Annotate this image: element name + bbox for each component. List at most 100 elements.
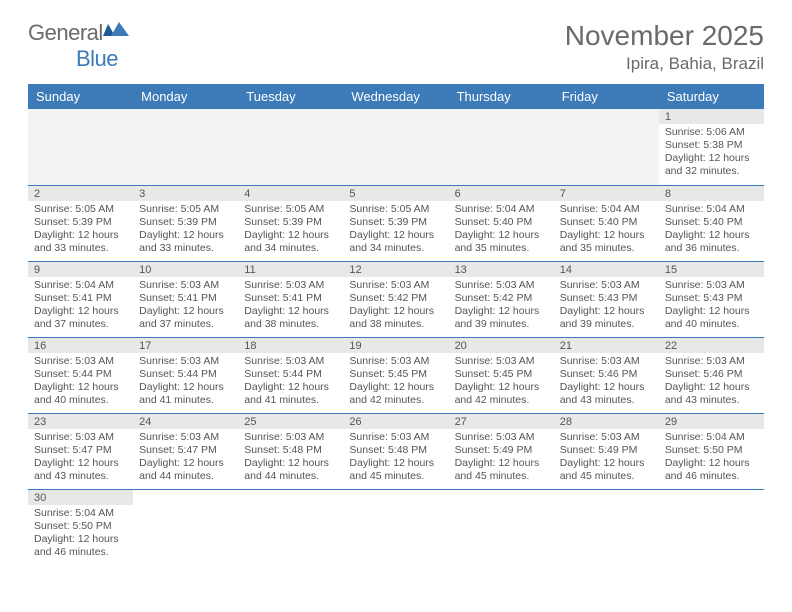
calendar-cell: 9Sunrise: 5:04 AMSunset: 5:41 PMDaylight… <box>28 261 133 337</box>
daylight-text: Daylight: 12 hours and 45 minutes. <box>455 457 548 483</box>
sunrise-text: Sunrise: 5:04 AM <box>665 203 758 216</box>
calendar-cell: 4Sunrise: 5:05 AMSunset: 5:39 PMDaylight… <box>238 185 343 261</box>
day-detail: Sunrise: 5:03 AMSunset: 5:49 PMDaylight:… <box>449 429 554 488</box>
calendar-cell <box>659 489 764 565</box>
calendar-row: 30Sunrise: 5:04 AMSunset: 5:50 PMDayligh… <box>28 489 764 565</box>
sunset-text: Sunset: 5:40 PM <box>560 216 653 229</box>
day-detail: Sunrise: 5:04 AMSunset: 5:41 PMDaylight:… <box>28 277 133 336</box>
day-number: 17 <box>133 338 238 353</box>
sunset-text: Sunset: 5:38 PM <box>665 139 758 152</box>
sunrise-text: Sunrise: 5:04 AM <box>560 203 653 216</box>
calendar-cell: 8Sunrise: 5:04 AMSunset: 5:40 PMDaylight… <box>659 185 764 261</box>
daylight-text: Daylight: 12 hours and 45 minutes. <box>349 457 442 483</box>
logo-word-blue: Blue <box>76 46 118 71</box>
daylight-text: Daylight: 12 hours and 43 minutes. <box>34 457 127 483</box>
calendar-cell: 20Sunrise: 5:03 AMSunset: 5:45 PMDayligh… <box>449 337 554 413</box>
day-detail: Sunrise: 5:05 AMSunset: 5:39 PMDaylight:… <box>133 201 238 260</box>
sunset-text: Sunset: 5:45 PM <box>455 368 548 381</box>
calendar-cell: 29Sunrise: 5:04 AMSunset: 5:50 PMDayligh… <box>659 413 764 489</box>
sunrise-text: Sunrise: 5:03 AM <box>244 355 337 368</box>
sunrise-text: Sunrise: 5:03 AM <box>139 355 232 368</box>
calendar-cell: 11Sunrise: 5:03 AMSunset: 5:41 PMDayligh… <box>238 261 343 337</box>
day-number: 18 <box>238 338 343 353</box>
day-detail: Sunrise: 5:03 AMSunset: 5:42 PMDaylight:… <box>449 277 554 336</box>
calendar-cell <box>554 489 659 565</box>
daylight-text: Daylight: 12 hours and 43 minutes. <box>560 381 653 407</box>
calendar-cell <box>554 109 659 185</box>
sunset-text: Sunset: 5:42 PM <box>455 292 548 305</box>
day-number: 8 <box>659 186 764 201</box>
calendar-row: 2Sunrise: 5:05 AMSunset: 5:39 PMDaylight… <box>28 185 764 261</box>
sunrise-text: Sunrise: 5:04 AM <box>455 203 548 216</box>
day-detail: Sunrise: 5:03 AMSunset: 5:49 PMDaylight:… <box>554 429 659 488</box>
day-number: 21 <box>554 338 659 353</box>
day-number: 20 <box>449 338 554 353</box>
calendar-cell: 7Sunrise: 5:04 AMSunset: 5:40 PMDaylight… <box>554 185 659 261</box>
calendar-cell: 22Sunrise: 5:03 AMSunset: 5:46 PMDayligh… <box>659 337 764 413</box>
header: GeneralBlue November 2025 Ipira, Bahia, … <box>28 20 764 74</box>
location-label: Ipira, Bahia, Brazil <box>565 54 764 74</box>
day-detail: Sunrise: 5:04 AMSunset: 5:50 PMDaylight:… <box>28 505 133 564</box>
day-detail: Sunrise: 5:03 AMSunset: 5:45 PMDaylight:… <box>343 353 448 412</box>
calendar-cell: 26Sunrise: 5:03 AMSunset: 5:48 PMDayligh… <box>343 413 448 489</box>
calendar-cell: 3Sunrise: 5:05 AMSunset: 5:39 PMDaylight… <box>133 185 238 261</box>
calendar-cell <box>133 489 238 565</box>
weekday-header: Saturday <box>659 84 764 109</box>
day-detail: Sunrise: 5:03 AMSunset: 5:43 PMDaylight:… <box>659 277 764 336</box>
day-number: 2 <box>28 186 133 201</box>
daylight-text: Daylight: 12 hours and 40 minutes. <box>665 305 758 331</box>
sunset-text: Sunset: 5:49 PM <box>560 444 653 457</box>
calendar-cell <box>343 109 448 185</box>
calendar-cell: 6Sunrise: 5:04 AMSunset: 5:40 PMDaylight… <box>449 185 554 261</box>
calendar-cell: 17Sunrise: 5:03 AMSunset: 5:44 PMDayligh… <box>133 337 238 413</box>
calendar-cell <box>238 109 343 185</box>
sunset-text: Sunset: 5:50 PM <box>34 520 127 533</box>
sunrise-text: Sunrise: 5:04 AM <box>665 431 758 444</box>
day-detail: Sunrise: 5:03 AMSunset: 5:43 PMDaylight:… <box>554 277 659 336</box>
sunrise-text: Sunrise: 5:04 AM <box>34 507 127 520</box>
sunrise-text: Sunrise: 5:03 AM <box>349 431 442 444</box>
weekday-header: Sunday <box>28 84 133 109</box>
day-detail: Sunrise: 5:06 AMSunset: 5:38 PMDaylight:… <box>659 124 764 183</box>
sunset-text: Sunset: 5:39 PM <box>34 216 127 229</box>
daylight-text: Daylight: 12 hours and 41 minutes. <box>244 381 337 407</box>
sunset-text: Sunset: 5:44 PM <box>244 368 337 381</box>
sunset-text: Sunset: 5:48 PM <box>244 444 337 457</box>
weekday-header: Tuesday <box>238 84 343 109</box>
daylight-text: Daylight: 12 hours and 34 minutes. <box>349 229 442 255</box>
calendar-cell: 19Sunrise: 5:03 AMSunset: 5:45 PMDayligh… <box>343 337 448 413</box>
day-number: 16 <box>28 338 133 353</box>
day-detail: Sunrise: 5:03 AMSunset: 5:41 PMDaylight:… <box>238 277 343 336</box>
calendar-cell: 16Sunrise: 5:03 AMSunset: 5:44 PMDayligh… <box>28 337 133 413</box>
day-number: 1 <box>659 109 764 124</box>
day-detail: Sunrise: 5:05 AMSunset: 5:39 PMDaylight:… <box>343 201 448 260</box>
day-number: 5 <box>343 186 448 201</box>
calendar-cell: 1Sunrise: 5:06 AMSunset: 5:38 PMDaylight… <box>659 109 764 185</box>
sunset-text: Sunset: 5:48 PM <box>349 444 442 457</box>
sunset-text: Sunset: 5:47 PM <box>34 444 127 457</box>
calendar-table: Sunday Monday Tuesday Wednesday Thursday… <box>28 84 764 565</box>
daylight-text: Daylight: 12 hours and 35 minutes. <box>455 229 548 255</box>
day-detail: Sunrise: 5:03 AMSunset: 5:45 PMDaylight:… <box>449 353 554 412</box>
calendar-row: 9Sunrise: 5:04 AMSunset: 5:41 PMDaylight… <box>28 261 764 337</box>
calendar-cell: 27Sunrise: 5:03 AMSunset: 5:49 PMDayligh… <box>449 413 554 489</box>
day-detail: Sunrise: 5:03 AMSunset: 5:44 PMDaylight:… <box>133 353 238 412</box>
daylight-text: Daylight: 12 hours and 35 minutes. <box>560 229 653 255</box>
daylight-text: Daylight: 12 hours and 34 minutes. <box>244 229 337 255</box>
daylight-text: Daylight: 12 hours and 43 minutes. <box>665 381 758 407</box>
day-number: 23 <box>28 414 133 429</box>
day-number: 15 <box>659 262 764 277</box>
daylight-text: Daylight: 12 hours and 44 minutes. <box>244 457 337 483</box>
calendar-cell: 5Sunrise: 5:05 AMSunset: 5:39 PMDaylight… <box>343 185 448 261</box>
day-detail: Sunrise: 5:04 AMSunset: 5:40 PMDaylight:… <box>659 201 764 260</box>
logo-word-general: General <box>28 20 103 45</box>
day-detail: Sunrise: 5:03 AMSunset: 5:44 PMDaylight:… <box>238 353 343 412</box>
day-number: 29 <box>659 414 764 429</box>
daylight-text: Daylight: 12 hours and 36 minutes. <box>665 229 758 255</box>
daylight-text: Daylight: 12 hours and 33 minutes. <box>139 229 232 255</box>
calendar-cell: 15Sunrise: 5:03 AMSunset: 5:43 PMDayligh… <box>659 261 764 337</box>
sunset-text: Sunset: 5:43 PM <box>665 292 758 305</box>
daylight-text: Daylight: 12 hours and 37 minutes. <box>139 305 232 331</box>
daylight-text: Daylight: 12 hours and 46 minutes. <box>34 533 127 559</box>
sunset-text: Sunset: 5:41 PM <box>139 292 232 305</box>
